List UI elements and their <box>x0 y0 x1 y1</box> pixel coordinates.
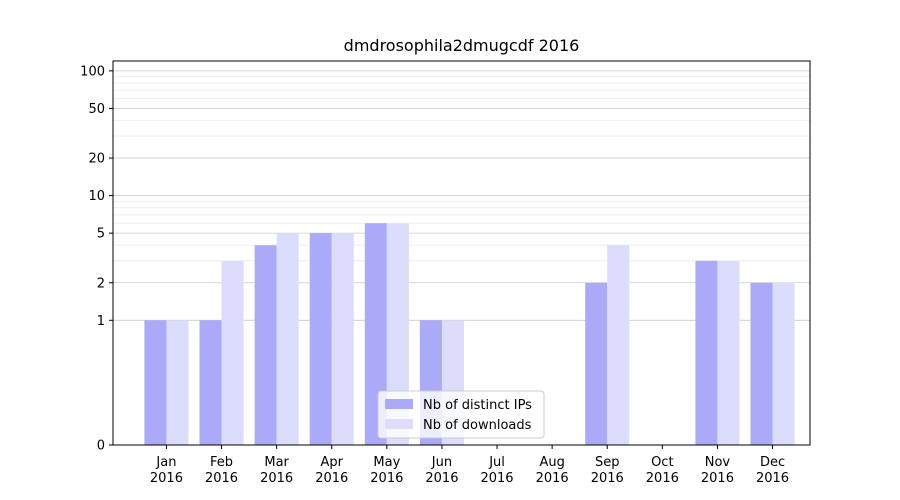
x-tick-label-month: Mar <box>264 455 289 470</box>
legend-swatch-downloads <box>385 419 413 429</box>
legend-box <box>377 390 545 439</box>
x-tick-label-year: 2016 <box>260 471 293 486</box>
y-tick-label: 20 <box>88 152 105 167</box>
x-tick-label-year: 2016 <box>370 471 403 486</box>
y-tick-label: 1 <box>97 314 105 329</box>
chart-title: dmdrosophila2dmugcdf 2016 <box>344 36 580 55</box>
bar-distinct-ips <box>695 260 718 445</box>
x-tick-label-year: 2016 <box>150 471 183 486</box>
y-tick-label: 0 <box>97 439 105 454</box>
plot-frame <box>112 60 811 446</box>
bar-downloads <box>772 282 795 445</box>
legend: Nb of distinct IPs Nb of downloads <box>377 390 545 439</box>
bar-distinct-ips <box>144 320 167 445</box>
legend-label-downloads: Nb of downloads <box>423 418 532 433</box>
x-tick-label-month: Jan <box>155 455 176 470</box>
x-tick-label-month: Nov <box>705 455 731 470</box>
y-tick-label: 5 <box>97 227 105 242</box>
x-tick-label-year: 2016 <box>591 471 624 486</box>
x-tick-label-year: 2016 <box>701 471 734 486</box>
x-tick-label-month: Feb <box>210 455 233 470</box>
x-tick-label-month: Oct <box>651 455 673 470</box>
legend-label-distinct-ips: Nb of distinct IPs <box>423 398 532 413</box>
x-tick-label-month: Aug <box>539 455 564 470</box>
bar-downloads <box>607 245 630 445</box>
y-tick-label: 50 <box>88 102 105 117</box>
bar-distinct-ips <box>750 282 773 445</box>
bar-distinct-ips <box>309 233 332 445</box>
bar-downloads <box>166 320 189 445</box>
y-tick-label: 10 <box>88 189 105 204</box>
x-tick-label-year: 2016 <box>756 471 789 486</box>
x-tick-label-month: Apr <box>320 455 343 470</box>
y-tick-label: 2 <box>97 276 105 291</box>
bar-downloads <box>221 260 244 445</box>
x-tick-label-year: 2016 <box>425 471 458 486</box>
bar-distinct-ips <box>364 223 387 445</box>
ticks-layer: 0125102050100Jan2016Feb2016Mar2016Apr201… <box>80 64 789 486</box>
bar-distinct-ips <box>199 320 222 445</box>
x-tick-label-month: Jul <box>488 455 505 470</box>
bar-distinct-ips <box>254 245 277 445</box>
grid-layer <box>113 70 810 321</box>
bar-downloads <box>276 233 299 445</box>
x-tick-label-year: 2016 <box>536 471 569 486</box>
x-tick-label-month: May <box>373 455 400 470</box>
x-tick-label-month: Dec <box>760 455 785 470</box>
x-tick-label-year: 2016 <box>315 471 348 486</box>
x-tick-label-month: Jun <box>431 455 452 470</box>
legend-swatch-distinct-ips <box>385 399 413 409</box>
bar-downloads <box>331 233 354 445</box>
bar-distinct-ips <box>585 282 608 445</box>
x-tick-label-month: Sep <box>595 455 620 470</box>
y-tick-label: 100 <box>80 64 105 79</box>
x-tick-label-year: 2016 <box>480 471 513 486</box>
bar-downloads <box>717 260 740 445</box>
x-tick-label-year: 2016 <box>646 471 679 486</box>
bar-downloads <box>386 223 409 445</box>
x-tick-label-year: 2016 <box>205 471 238 486</box>
